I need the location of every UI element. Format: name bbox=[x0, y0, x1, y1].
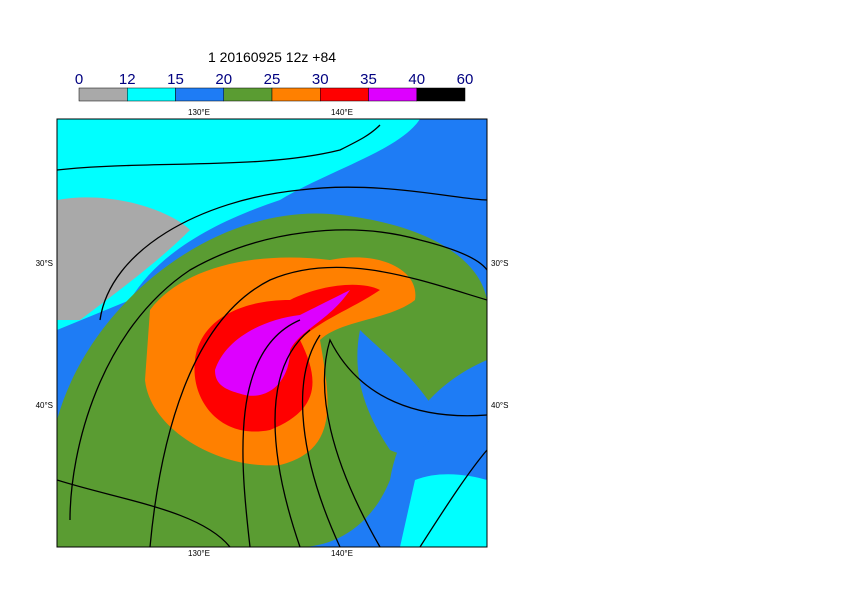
colorbar: 0 12 15 20 25 30 35 40 60 bbox=[75, 71, 474, 102]
contour bbox=[242, 319, 301, 547]
lon-label: 140°E bbox=[331, 549, 353, 558]
field bbox=[357, 330, 440, 454]
colorbar-swatch bbox=[223, 87, 273, 102]
colorbar-label: 35 bbox=[360, 71, 377, 88]
contour bbox=[419, 449, 487, 547]
colorbar-label: 15 bbox=[167, 71, 184, 88]
contour bbox=[57, 124, 381, 171]
colorbar-swatch bbox=[127, 87, 176, 102]
colorbar-label: 20 bbox=[215, 71, 232, 88]
lon-label: 130°E bbox=[188, 108, 210, 117]
lon-label: 130°E bbox=[188, 549, 210, 558]
title: 1 20160925 12z +84 bbox=[208, 49, 336, 65]
colorbar-label: 0 bbox=[75, 71, 83, 88]
map-frame bbox=[56, 118, 488, 548]
colorbar-swatch bbox=[175, 87, 224, 102]
lat-label: 30°S bbox=[491, 259, 508, 268]
contour bbox=[69, 229, 487, 521]
colorbar-swatch bbox=[271, 87, 321, 102]
contour bbox=[301, 334, 341, 547]
field bbox=[57, 119, 420, 330]
field bbox=[57, 197, 190, 320]
contour bbox=[149, 266, 487, 547]
contour bbox=[274, 329, 311, 547]
colorbar-label: 12 bbox=[119, 71, 136, 88]
contour bbox=[99, 186, 487, 321]
colorbar-label: 30 bbox=[312, 71, 329, 88]
colorbar-swatch bbox=[78, 87, 128, 102]
colorbar-label: 40 bbox=[408, 71, 425, 88]
colorbar-label: 25 bbox=[264, 71, 281, 88]
contour bbox=[57, 479, 231, 547]
contour bbox=[323, 338, 487, 547]
lat-label: 40°S bbox=[491, 401, 508, 410]
map bbox=[57, 119, 487, 547]
lat-label: 40°S bbox=[36, 401, 53, 410]
colorbar-swatch bbox=[416, 87, 466, 102]
lat-label: 30°S bbox=[36, 259, 53, 268]
field bbox=[215, 290, 350, 396]
colorbar-swatch bbox=[320, 87, 369, 102]
colorbar-label: 60 bbox=[457, 71, 474, 88]
lon-label: 140°E bbox=[331, 108, 353, 117]
colorbar-swatch bbox=[368, 87, 417, 102]
